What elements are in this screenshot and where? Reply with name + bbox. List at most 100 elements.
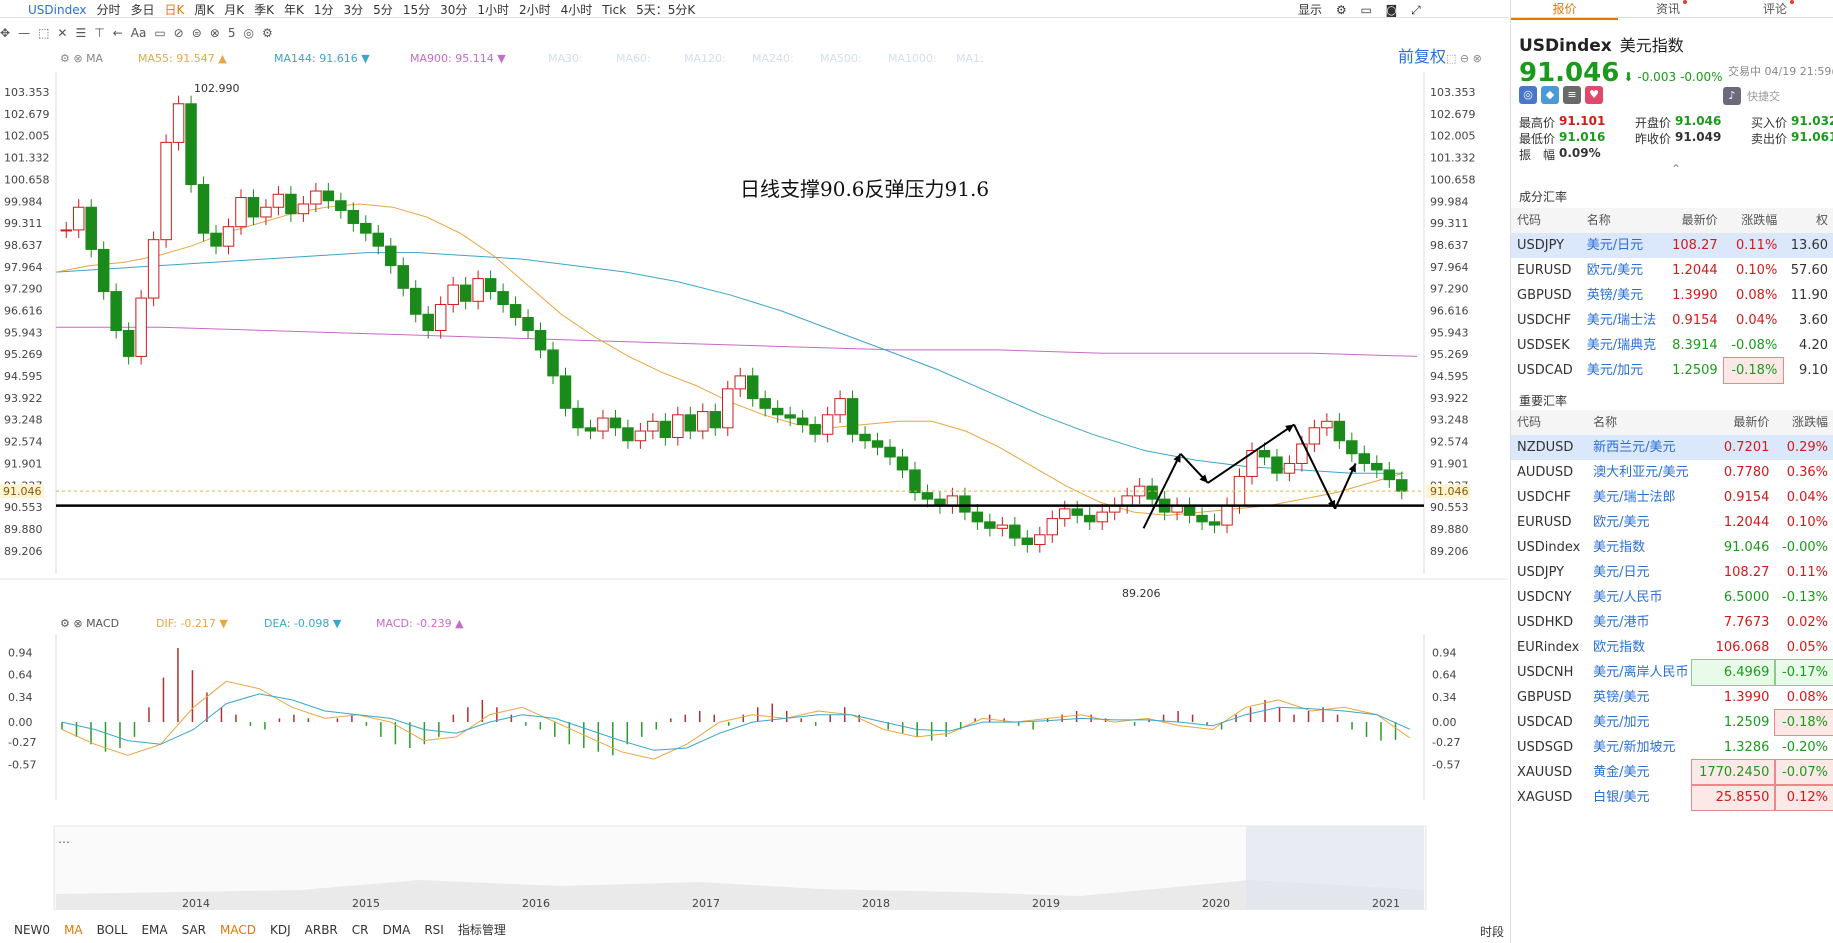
table-row[interactable]: NZDUSD 新西兰元/美元 0.7201 0.29%	[1511, 435, 1833, 460]
major-header-1[interactable]: 名称	[1587, 410, 1693, 435]
tool-icon-3[interactable]: ✕	[57, 26, 68, 40]
indicator-dma[interactable]: DMA	[382, 923, 411, 937]
major-header-0[interactable]: 代码	[1511, 410, 1588, 435]
tool-icon-1[interactable]: —	[18, 26, 31, 40]
table-row[interactable]: USDJPY 美元/日元 108.27 0.11%	[1511, 560, 1833, 585]
camera-icon[interactable]: ◙	[1385, 3, 1398, 17]
layout-icon[interactable]: ▭	[1360, 3, 1372, 17]
timeframe-2[interactable]: 日K	[164, 3, 185, 17]
table-row[interactable]: USDSGD 美元/新加坡元 1.3286 -0.20%	[1511, 735, 1833, 760]
timeframe-5[interactable]: 季K	[254, 3, 275, 17]
table-row[interactable]: USDCAD 美元/加元 1.2509 -0.18%	[1511, 709, 1833, 736]
note-icon[interactable]: ≡	[1563, 86, 1581, 104]
candle-body-38	[534, 329, 547, 351]
settings-icon[interactable]: ⚙	[1335, 3, 1347, 17]
panel-tab-2[interactable]: 评论	[1725, 0, 1832, 18]
table-row[interactable]: GBPUSD 英镑/美元 1.3990 0.08%	[1511, 685, 1833, 710]
chart-area[interactable]: ⚙ ⊗ MA MA55: 91.547 ▲ MA144: 91.616 ▼ MA900…	[0, 44, 1508, 910]
timeframe-9[interactable]: 5分	[373, 3, 393, 17]
indicator-指标管理[interactable]: 指标管理	[457, 923, 506, 937]
tool-icon-9[interactable]: ⊘	[173, 26, 184, 40]
indicator-arbr[interactable]: ARBR	[304, 923, 338, 937]
table-row[interactable]: XAGUSD 白银/美元 25.8550 0.12%	[1511, 784, 1833, 811]
table-row[interactable]: USDJPY 美元/日元 108.27 0.11% 13.60	[1511, 233, 1833, 258]
quick-trade-label[interactable]: 快捷交	[1747, 90, 1780, 103]
timeframe-3[interactable]: 周K	[194, 3, 215, 17]
table-row[interactable]: GBPUSD 英镑/美元 1.3990 0.08% 11.90	[1511, 283, 1833, 308]
navigator-menu-icon[interactable]: ⋯	[58, 835, 70, 849]
symbol-label[interactable]: USDindex	[28, 3, 87, 17]
indicator-ema[interactable]: EMA	[141, 923, 168, 937]
tool-icon-2[interactable]: ⬚	[38, 26, 50, 40]
tool-icon-4[interactable]: ☰	[75, 26, 87, 40]
table-row[interactable]: USDCNH 美元/离岸人民币 6.4969 -0.17%	[1511, 659, 1833, 686]
indicator-cr[interactable]: CR	[351, 923, 369, 937]
bell-icon[interactable]: ♪	[1723, 87, 1741, 105]
timeframe-1[interactable]: 多日	[130, 3, 155, 17]
timeframe-11[interactable]: 30分	[440, 3, 468, 17]
table-row[interactable]: USDHKD 美元/港币 7.7673 0.02%	[1511, 610, 1833, 635]
navigator-selection[interactable]	[1246, 826, 1424, 910]
fullscreen-icon[interactable]: ⤢	[1411, 3, 1421, 17]
heart-icon[interactable]: ♥	[1585, 86, 1603, 104]
component-header-2[interactable]: 最新价	[1664, 208, 1724, 233]
timeframe-12[interactable]: 1小时	[477, 3, 510, 17]
timeframe-4[interactable]: 月K	[224, 3, 245, 17]
candle-body-46	[634, 430, 647, 442]
component-header-4[interactable]: 权	[1783, 208, 1833, 233]
candle-body-4	[110, 291, 122, 331]
table-row[interactable]: EURUSD 欧元/美元 1.2044 0.10%	[1511, 510, 1833, 535]
timeframe-6[interactable]: 年K	[284, 3, 304, 17]
indicator-rsi[interactable]: RSI	[424, 923, 444, 937]
major-header-3[interactable]: 涨跌幅	[1775, 410, 1833, 435]
tool-icon-0[interactable]: ✥	[0, 26, 11, 40]
tool-icon-12[interactable]: 5	[227, 26, 236, 40]
display-button[interactable]: 显示	[1298, 3, 1323, 17]
tool-icon-7[interactable]: Aa	[130, 26, 147, 40]
panel-tab-1[interactable]: 资讯	[1618, 0, 1725, 18]
table-row[interactable]: USDCNY 美元/人民币 6.5000 -0.13%	[1511, 585, 1833, 610]
table-row[interactable]: XAUUSD 黄金/美元 1770.2450 -0.07%	[1511, 759, 1833, 786]
fq-label[interactable]: 前复权	[1398, 47, 1446, 66]
component-header-3[interactable]: 涨跌幅	[1723, 208, 1784, 233]
timeframe-8[interactable]: 3分	[343, 3, 364, 17]
timeframe-0[interactable]: 分时	[96, 3, 121, 17]
timeframe-13[interactable]: 2小时	[519, 3, 551, 17]
table-row[interactable]: USDCHF 美元/瑞士法郎 0.9154 0.04%	[1511, 485, 1833, 510]
tool-icon-13[interactable]: ◎	[243, 26, 254, 40]
indicator-ma[interactable]: MA	[64, 923, 83, 937]
component-header-1[interactable]: 名称	[1580, 208, 1665, 233]
candle-body-98	[1283, 462, 1296, 474]
table-row[interactable]: EURUSD 欧元/美元 1.2044 0.10% 57.60	[1511, 258, 1833, 283]
table-row[interactable]: EURindex 欧元指数 106.068 0.05%	[1511, 635, 1833, 660]
indicator-macd[interactable]: MACD	[220, 923, 256, 937]
tool-icon-6[interactable]: ←	[112, 26, 123, 40]
tool-icon-8[interactable]: ▭	[154, 26, 166, 40]
tool-icon-10[interactable]: ⊜	[191, 26, 202, 40]
timeframe-16[interactable]: 5天：5分K	[636, 3, 696, 17]
globe-icon[interactable]: ◎	[1519, 86, 1537, 104]
timeframe-10[interactable]: 15分	[402, 3, 431, 17]
collapse-chevron-icon[interactable]: ⌃	[1671, 162, 1682, 176]
indicator-kdj[interactable]: KDJ	[270, 923, 291, 937]
major-header-2[interactable]: 最新价	[1692, 410, 1776, 435]
tool-icon-11[interactable]: ⊗	[209, 26, 220, 40]
tool-icon-14[interactable]: ⚙	[261, 26, 273, 40]
indicator-boll[interactable]: BOLL	[96, 923, 128, 937]
table-row[interactable]: USDCAD 美元/加元 1.2509 -0.18% 9.10	[1511, 357, 1833, 384]
component-header-0[interactable]: 代码	[1511, 208, 1581, 233]
session-button[interactable]: 时段	[1480, 925, 1505, 939]
indicator-sar[interactable]: SAR	[181, 923, 207, 937]
timeframe-15[interactable]: Tick	[602, 3, 627, 17]
panel-controls-icon[interactable]: ⬚ ⊖ ⊗	[1446, 52, 1482, 65]
indicator-new0[interactable]: NEW0	[14, 923, 51, 937]
timeframe-7[interactable]: 1分	[313, 3, 334, 17]
tag-icon[interactable]: ◆	[1541, 86, 1559, 104]
table-row[interactable]: USDSEK 美元/瑞典克 8.3914 -0.08% 4.20	[1511, 333, 1833, 358]
tool-icon-5[interactable]: ⊤	[94, 26, 105, 40]
panel-tab-0[interactable]: 报价	[1511, 0, 1618, 20]
table-row[interactable]: AUDUSD 澳大利亚元/美元 0.7780 0.36%	[1511, 460, 1833, 485]
timeframe-14[interactable]: 4小时	[560, 3, 593, 17]
table-row[interactable]: USDindex 美元指数 91.046 -0.00%	[1511, 535, 1833, 560]
table-row[interactable]: USDCHF 美元/瑞士法 0.9154 0.04% 3.60	[1511, 308, 1833, 333]
